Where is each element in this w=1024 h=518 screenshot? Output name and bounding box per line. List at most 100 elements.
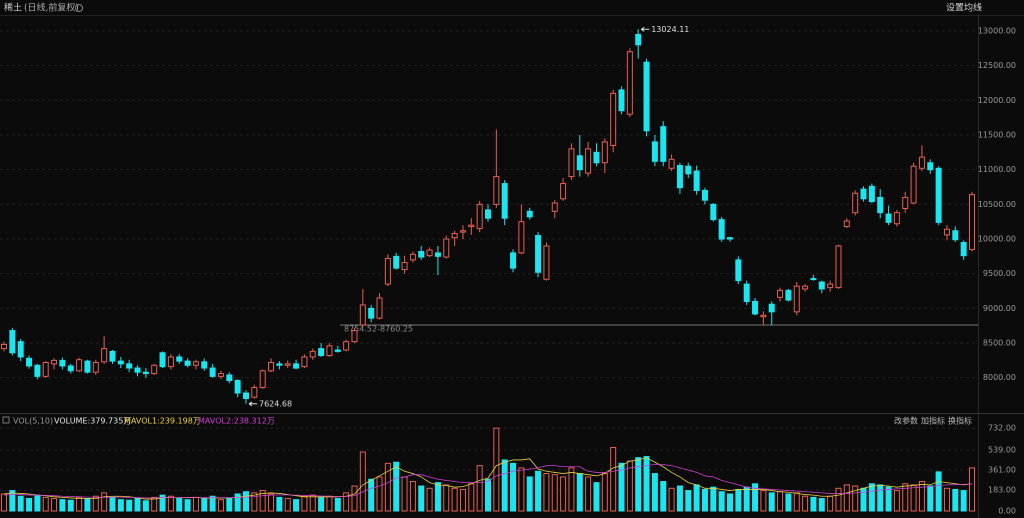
candle-body [59,359,66,367]
volume-bar [660,481,667,512]
volume-bar [902,483,909,512]
volume-bar [109,496,116,512]
candle-body [42,361,49,377]
candle-body [351,330,358,343]
candle-body [526,210,533,218]
pane-icon [2,416,10,424]
candle-body [459,230,466,233]
volume-bar [459,488,466,512]
candle-body [126,363,133,369]
volume-bar [434,482,441,512]
volume-bar [284,498,291,512]
indicator-button[interactable]: 改参数 [894,416,918,426]
candle-body [626,51,633,115]
candle-body [159,352,166,368]
candle-body [117,360,124,365]
volume-ma-legend: MAVOL2:238.312万 [198,417,275,426]
candle-body [676,165,683,189]
candle-body [318,348,325,357]
y-tick-label: 11000.00 [978,165,1016,174]
volume-bar [576,473,583,512]
candle-body [176,356,183,362]
volume-bar [451,487,458,512]
candle-body [109,350,116,362]
candle-body [134,367,141,373]
volume-bar [301,495,308,512]
candle-body [868,185,875,203]
candle-body [610,92,617,146]
volume-bar [893,490,900,512]
candle-body [384,257,391,285]
candle-body [660,126,667,162]
volume-bar [101,492,108,512]
volume-bar [618,462,625,512]
volume-bar [743,486,750,512]
volume-bar [685,490,692,512]
candle-body [167,356,174,368]
candle-body [701,189,708,201]
volume-bar [868,483,875,512]
y-tick-label: 13000.00 [978,26,1016,35]
volume-tick-label: 732.00 [988,423,1016,432]
candle-body [902,196,909,210]
volume-bar [26,498,33,512]
volume-bar [785,493,792,512]
candle-body [243,392,249,400]
candle-body [827,283,834,289]
volume-bar [793,492,800,512]
candle-body [209,367,216,377]
candle-body [443,238,450,258]
volume-title: VOL(5,10) [13,417,53,426]
max-arrow [640,26,650,32]
candle-body [643,61,650,132]
volume-bar [485,478,491,512]
volume-bar [192,496,199,512]
settings-icon[interactable] [75,4,83,12]
candle-body [67,365,74,372]
ma-menu[interactable]: 设置均线 [946,2,982,14]
volume-bar [635,457,642,512]
volume-bar [693,484,700,512]
candle-body [184,360,191,366]
volume-bar [877,484,884,512]
candle-body [885,213,892,223]
volume-bar [960,490,967,512]
volume-bar [827,495,834,512]
candle-body [768,303,775,313]
volume-bar [610,446,617,512]
candle-body [927,162,934,171]
volume-bar [927,485,934,512]
volume-bar [835,487,842,512]
volume-bar [343,492,350,512]
volume-bar [426,487,433,512]
indicator-button[interactable]: 加指标 [921,416,945,426]
candle-body [618,89,625,112]
candle-body [1,343,7,350]
volume-bar [777,491,784,512]
candle-body [401,262,408,271]
volume-bar [810,496,817,512]
candle-body [743,283,750,302]
volume-bar [952,488,959,512]
candle-body [51,359,58,365]
volume-bar [443,484,450,512]
candle-body [943,228,950,236]
candle-body [877,196,884,214]
volume-bar [384,462,391,512]
candle-body [493,176,500,205]
candle-body [918,156,925,169]
volume-bar [151,496,158,512]
indicator-button[interactable]: 换指标 [948,416,972,426]
candle-body [585,148,592,174]
volume-bar [418,485,425,512]
volume-bar [209,495,216,512]
candle-body [309,350,316,358]
volume-bar [802,495,809,512]
candle-body [76,359,83,372]
candle-body [259,370,266,388]
candle-body [17,341,24,358]
volume-bar [409,481,416,512]
candle-body [34,364,41,377]
volume-bar [718,491,725,512]
candle-body [685,165,692,175]
